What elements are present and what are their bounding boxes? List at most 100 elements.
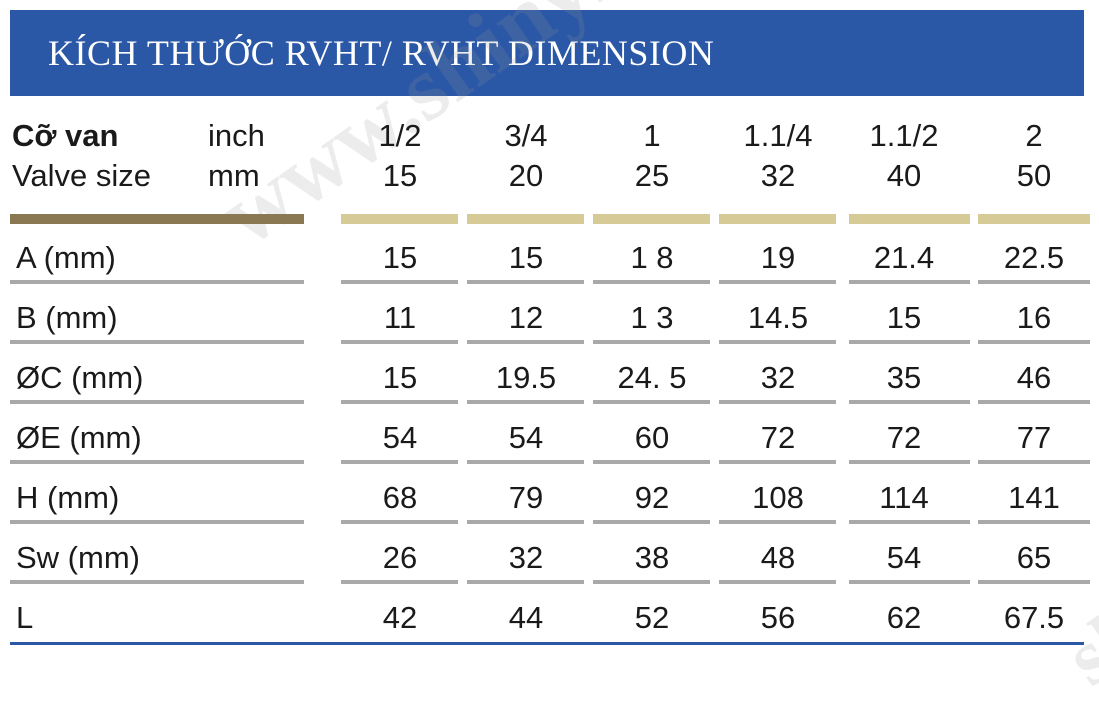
table-cell: 77 xyxy=(1016,420,1052,455)
row-label: B (mm) xyxy=(16,300,118,335)
row-rule xyxy=(593,580,710,584)
table-cell: 15 xyxy=(508,240,544,275)
table-cell: 22.5 xyxy=(1003,240,1065,275)
row-rule xyxy=(467,400,584,404)
table-cell: 15 xyxy=(382,240,418,275)
table-cell: 62 xyxy=(886,600,922,635)
table-cell: 72 xyxy=(760,420,796,455)
column-header-inch: 1/2 xyxy=(378,118,422,153)
row-rule xyxy=(849,400,970,404)
unit-inch-label: inch xyxy=(208,118,265,153)
row-rule xyxy=(341,280,458,284)
row-label: A (mm) xyxy=(16,240,116,275)
table-cell: 44 xyxy=(508,600,544,635)
row-label: H (mm) xyxy=(16,480,120,515)
column-header-inch: 3/4 xyxy=(504,118,548,153)
table-cell: 32 xyxy=(508,540,544,575)
row-rule xyxy=(849,460,970,464)
row-rule xyxy=(978,400,1090,404)
table-cell: 141 xyxy=(1008,480,1060,515)
bottom-rule xyxy=(10,642,1084,645)
column-header-inch: 1.1/2 xyxy=(869,118,939,153)
column-header-inch: 2 xyxy=(1025,118,1043,153)
table-cell: 46 xyxy=(1016,360,1052,395)
table-cell: 19.5 xyxy=(495,360,557,395)
row-rule xyxy=(849,280,970,284)
row-rule xyxy=(593,340,710,344)
table-cell: 26 xyxy=(382,540,418,575)
column-header-bar xyxy=(593,214,710,224)
table-cell: 92 xyxy=(634,480,670,515)
column-header-bar xyxy=(978,214,1090,224)
row-rule xyxy=(341,400,458,404)
row-rule xyxy=(467,340,584,344)
row-rule xyxy=(978,340,1090,344)
row-rule xyxy=(593,460,710,464)
row-label: ØC (mm) xyxy=(16,360,144,395)
table-cell: 38 xyxy=(634,540,670,575)
table-cell: 15 xyxy=(886,300,922,335)
table-cell: 54 xyxy=(382,420,418,455)
row-rule xyxy=(719,580,836,584)
table-cell: 60 xyxy=(634,420,670,455)
unit-mm-label: mm xyxy=(208,158,260,193)
row-rule xyxy=(10,520,304,524)
column-header-inch: 1 xyxy=(643,118,661,153)
table-cell: 12 xyxy=(508,300,544,335)
column-header-inch: 1.1/4 xyxy=(743,118,813,153)
table-cell: 54 xyxy=(886,540,922,575)
column-header-mm: 15 xyxy=(382,158,418,193)
row-rule xyxy=(719,340,836,344)
column-header-mm: 40 xyxy=(886,158,922,193)
row-rule xyxy=(10,580,304,584)
table-cell: 11 xyxy=(383,300,417,335)
row-rule xyxy=(849,580,970,584)
row-rule xyxy=(467,520,584,524)
title-banner: KÍCH THƯỚC RVHT/ RVHT DIMENSION xyxy=(10,10,1084,96)
row-rule xyxy=(10,460,304,464)
column-header-bar xyxy=(719,214,836,224)
valve-size-label-en: Valve size xyxy=(12,158,151,193)
row-rule xyxy=(978,520,1090,524)
row-rule xyxy=(341,340,458,344)
row-label: ØE (mm) xyxy=(16,420,142,455)
table-cell: 114 xyxy=(879,480,929,515)
row-rule xyxy=(341,580,458,584)
row-rule xyxy=(978,280,1090,284)
table-cell: 21.4 xyxy=(873,240,935,275)
row-rule xyxy=(849,340,970,344)
table-cell: 16 xyxy=(1016,300,1052,335)
row-rule xyxy=(719,280,836,284)
row-rule xyxy=(719,400,836,404)
column-header-mm: 50 xyxy=(1016,158,1052,193)
column-header-mm: 20 xyxy=(508,158,544,193)
table-cell: 35 xyxy=(886,360,922,395)
row-rule xyxy=(849,520,970,524)
table-cell: 108 xyxy=(752,480,804,515)
row-rule xyxy=(10,340,304,344)
table-cell: 32 xyxy=(760,360,796,395)
row-rule xyxy=(978,580,1090,584)
row-rule xyxy=(467,460,584,464)
table-cell: 67.5 xyxy=(1003,600,1065,635)
row-rule xyxy=(467,580,584,584)
row-rule xyxy=(719,520,836,524)
row-rule xyxy=(341,460,458,464)
page-title: KÍCH THƯỚC RVHT/ RVHT DIMENSION xyxy=(48,33,715,73)
table-cell: 48 xyxy=(760,540,796,575)
row-rule xyxy=(978,460,1090,464)
header-bar xyxy=(10,214,304,224)
row-rule xyxy=(593,520,710,524)
row-rule xyxy=(719,460,836,464)
column-header-mm: 32 xyxy=(760,158,796,193)
table-cell: 52 xyxy=(634,600,670,635)
column-header-bar xyxy=(467,214,584,224)
column-header-mm: 25 xyxy=(634,158,670,193)
table-cell: 65 xyxy=(1016,540,1052,575)
watermark-corner: shi xyxy=(1050,574,1099,703)
valve-size-label-vi: Cỡ van xyxy=(12,118,119,153)
table-cell: 1 8 xyxy=(630,240,674,275)
row-rule xyxy=(593,280,710,284)
table-cell: 19 xyxy=(760,240,796,275)
row-rule xyxy=(10,400,304,404)
